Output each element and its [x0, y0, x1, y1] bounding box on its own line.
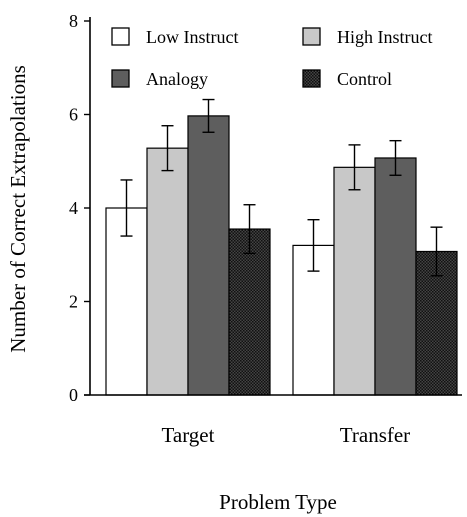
bar-low-instruct-target [105, 207, 148, 396]
legend-item-control: Control [302, 69, 392, 89]
error-bar-analogy-target [202, 98, 215, 133]
axes-group: Target Transfer 0 2 4 6 8 [69, 11, 462, 447]
error-bar-control-transfer [430, 226, 443, 277]
legend: Low Instruct High Instruct Analogy Control [111, 27, 432, 89]
bar-control-transfer [415, 250, 458, 396]
bar-high-instruct-transfer [333, 166, 376, 396]
legend-swatch [302, 27, 321, 46]
x-tick-label-transfer: Transfer [340, 423, 410, 447]
error-bar-high-instruct-target [161, 125, 174, 172]
legend-item-high-instruct: High Instruct [302, 27, 432, 47]
bar-control-target [228, 228, 271, 396]
error-bar-analogy-transfer [389, 139, 402, 176]
y-tick-label-2: 2 [69, 292, 78, 312]
legend-label: Control [337, 69, 392, 89]
legend-label: Analogy [146, 69, 208, 89]
y-tick-label-6: 6 [69, 105, 78, 125]
error-bar-low-instruct-target [120, 179, 133, 237]
legend-item-low-instruct: Low Instruct [111, 27, 238, 47]
y-tick-label-8: 8 [69, 11, 78, 31]
error-bars-group [120, 98, 443, 277]
error-bar-control-target [243, 204, 256, 255]
y-tick-label-4: 4 [69, 198, 78, 218]
x-tick-label-target: Target [162, 423, 215, 447]
y-axis-label: Number of Correct Extrapolations [6, 65, 30, 353]
legend-label: Low Instruct [146, 27, 238, 47]
y-tick-label-0: 0 [69, 385, 78, 405]
error-bar-high-instruct-transfer [348, 144, 361, 191]
bars-group [105, 115, 458, 396]
legend-swatch [302, 69, 321, 88]
legend-swatch [111, 69, 130, 88]
legend-item-analogy: Analogy [111, 69, 208, 89]
bar-analogy-target [187, 115, 230, 396]
error-bar-low-instruct-transfer [307, 218, 320, 272]
bar-analogy-transfer [374, 157, 417, 396]
legend-swatch [111, 27, 130, 46]
legend-label: High Instruct [337, 27, 432, 47]
bar-high-instruct-target [146, 147, 189, 396]
x-axis-label: Problem Type [219, 490, 337, 514]
